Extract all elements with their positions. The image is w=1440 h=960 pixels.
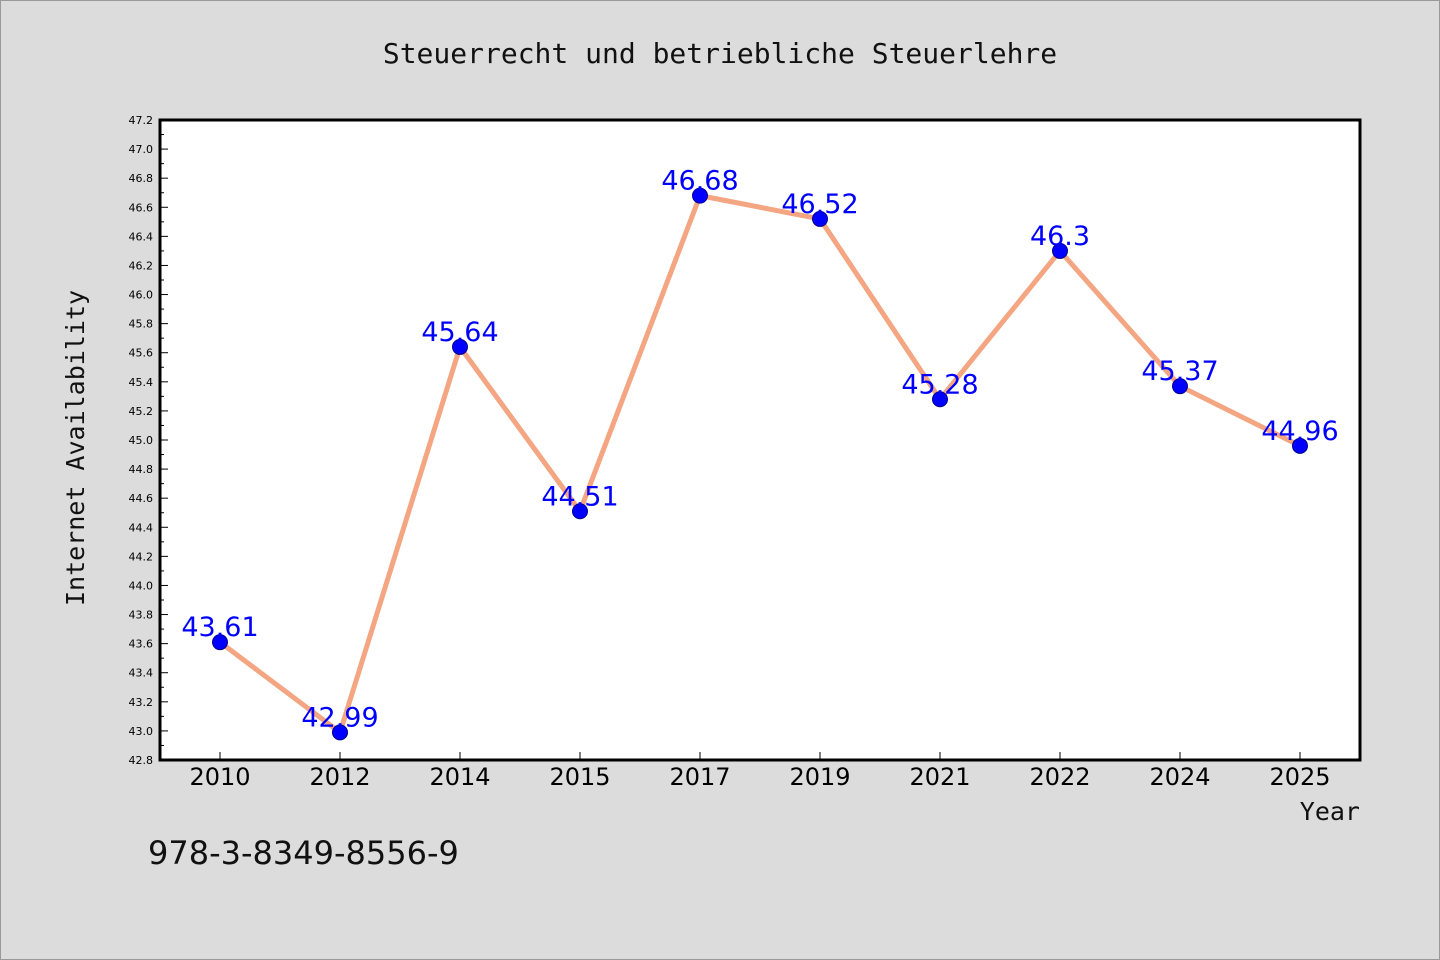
data-point	[1172, 378, 1188, 395]
y-tick-label: 45.0	[129, 434, 154, 447]
y-tick-label: 43.0	[129, 725, 154, 738]
y-tick-label: 44.6	[129, 492, 154, 505]
y-tick-label: 43.8	[129, 609, 154, 622]
x-axis-label: Year	[1300, 797, 1360, 826]
y-tick-label: 46.8	[129, 172, 154, 185]
data-point	[1052, 242, 1068, 259]
y-tick-label: 44.2	[129, 550, 154, 563]
data-label: 44.96	[1261, 416, 1338, 447]
x-tick-label: 2015	[549, 763, 610, 791]
series-line	[217, 193, 1303, 735]
x-tick-label: 2025	[1269, 763, 1330, 791]
x-tick-label: 2019	[789, 763, 850, 791]
y-axis-label: Internet Availability	[61, 290, 90, 606]
y-tick-label: 45.4	[129, 376, 154, 389]
y-tick-label: 46.0	[129, 289, 154, 302]
chart-title: Steuerrecht und betriebliche Steuerlehre	[383, 37, 1057, 70]
y-tick-label: 43.4	[129, 667, 154, 680]
plot-area	[158, 118, 1362, 762]
y-tick-label: 45.8	[129, 318, 154, 331]
y-axis-ticks: 42.8 43.0 43.2 43.4 43.6 43.8 44.0 44.2 44.4 44.6…	[129, 114, 168, 767]
data-label: 45.28	[901, 369, 978, 400]
series-group: 43.61 42.99 45.64 44.51 46.68 46.52 45.28 46.3 4…	[181, 166, 1339, 741]
y-tick-label: 45.2	[129, 405, 154, 418]
x-tick-label: 2021	[909, 763, 970, 791]
x-axis-ticks: 2010 2012 2014 2015 2017 2019 2021 2022 2024 2025	[189, 752, 1331, 791]
y-tick-label: 47.2	[129, 114, 154, 127]
y-tick-label: 42.8	[129, 754, 154, 767]
data-point	[212, 634, 228, 651]
y-tick-label: 46.6	[129, 201, 154, 214]
x-tick-label: 2017	[669, 763, 730, 791]
y-tick-label: 46.4	[129, 230, 154, 243]
x-tick-label: 2010	[189, 763, 250, 791]
y-tick-label: 44.4	[129, 521, 154, 534]
data-label: 45.37	[1141, 356, 1218, 387]
data-point	[932, 391, 948, 408]
y-tick-label: 43.6	[129, 638, 154, 651]
data-label: 45.64	[421, 317, 498, 348]
data-label: 44.51	[541, 481, 618, 512]
y-tick-label: 43.2	[129, 696, 154, 709]
y-tick-label: 44.0	[129, 579, 154, 592]
x-tick-label: 2024	[1149, 763, 1210, 791]
y-tick-label: 44.8	[129, 463, 154, 476]
data-label: 43.61	[181, 612, 258, 643]
x-tick-label: 2022	[1029, 763, 1090, 791]
x-tick-label: 2012	[309, 763, 370, 791]
data-point	[572, 503, 588, 520]
data-label: 46.3	[1030, 221, 1090, 252]
data-point	[692, 187, 708, 204]
data-label: 42.99	[301, 702, 378, 733]
data-point	[332, 724, 348, 741]
data-label: 46.68	[661, 166, 738, 197]
isbn-text: 978-3-8349-8556-9	[148, 834, 459, 872]
y-tick-label: 46.2	[129, 259, 154, 272]
data-label: 46.52	[781, 189, 858, 220]
y-tick-label: 47.0	[129, 143, 154, 156]
y-tick-label: 45.6	[129, 347, 154, 360]
data-point	[812, 210, 828, 227]
data-point	[1292, 437, 1308, 454]
data-point	[452, 338, 468, 355]
x-tick-label: 2014	[429, 763, 490, 791]
